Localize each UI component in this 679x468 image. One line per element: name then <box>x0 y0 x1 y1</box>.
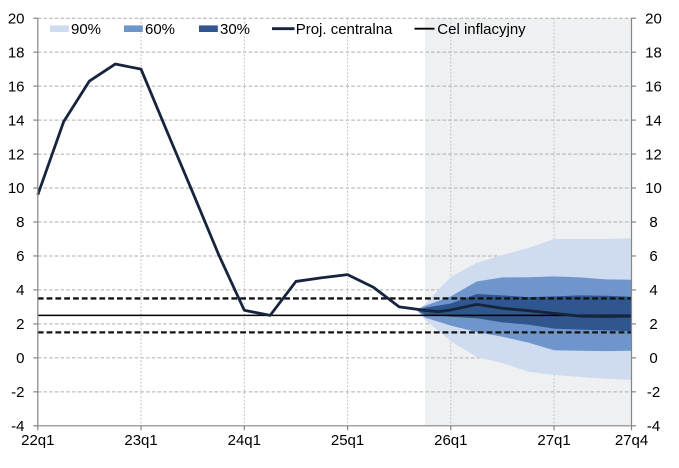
svg-text:26q1: 26q1 <box>434 432 467 449</box>
svg-text:2: 2 <box>16 316 24 333</box>
svg-text:12: 12 <box>8 146 25 163</box>
svg-text:2: 2 <box>649 316 657 333</box>
svg-text:90%: 90% <box>71 21 101 38</box>
svg-text:8: 8 <box>649 214 657 231</box>
svg-text:25q1: 25q1 <box>331 432 364 449</box>
svg-text:20: 20 <box>8 10 25 27</box>
svg-text:10: 10 <box>8 180 25 197</box>
svg-text:Cel inflacyjny: Cel inflacyjny <box>437 21 526 38</box>
svg-text:20: 20 <box>645 10 662 27</box>
svg-text:-2: -2 <box>11 384 24 401</box>
svg-text:4: 4 <box>649 282 657 299</box>
svg-text:-4: -4 <box>11 418 24 435</box>
svg-text:-2: -2 <box>647 384 660 401</box>
svg-text:14: 14 <box>645 112 662 129</box>
svg-text:4: 4 <box>16 282 24 299</box>
svg-text:0: 0 <box>649 350 657 367</box>
svg-text:24q1: 24q1 <box>228 432 261 449</box>
svg-text:-4: -4 <box>647 418 660 435</box>
svg-text:8: 8 <box>16 214 24 231</box>
svg-text:6: 6 <box>649 248 657 265</box>
svg-text:23q1: 23q1 <box>124 432 157 449</box>
svg-text:12: 12 <box>645 146 662 163</box>
svg-text:Proj. centralna: Proj. centralna <box>296 21 393 38</box>
svg-text:10: 10 <box>645 180 662 197</box>
svg-text:18: 18 <box>645 44 662 61</box>
svg-text:27q1: 27q1 <box>537 432 570 449</box>
svg-text:18: 18 <box>8 44 25 61</box>
svg-text:14: 14 <box>8 112 25 129</box>
svg-text:22q1: 22q1 <box>21 432 54 449</box>
svg-text:0: 0 <box>16 350 24 367</box>
svg-text:16: 16 <box>645 78 662 95</box>
svg-text:27q4: 27q4 <box>615 432 648 449</box>
svg-text:6: 6 <box>16 248 24 265</box>
svg-text:30%: 30% <box>220 21 250 38</box>
svg-text:60%: 60% <box>145 21 175 38</box>
svg-text:16: 16 <box>8 78 25 95</box>
